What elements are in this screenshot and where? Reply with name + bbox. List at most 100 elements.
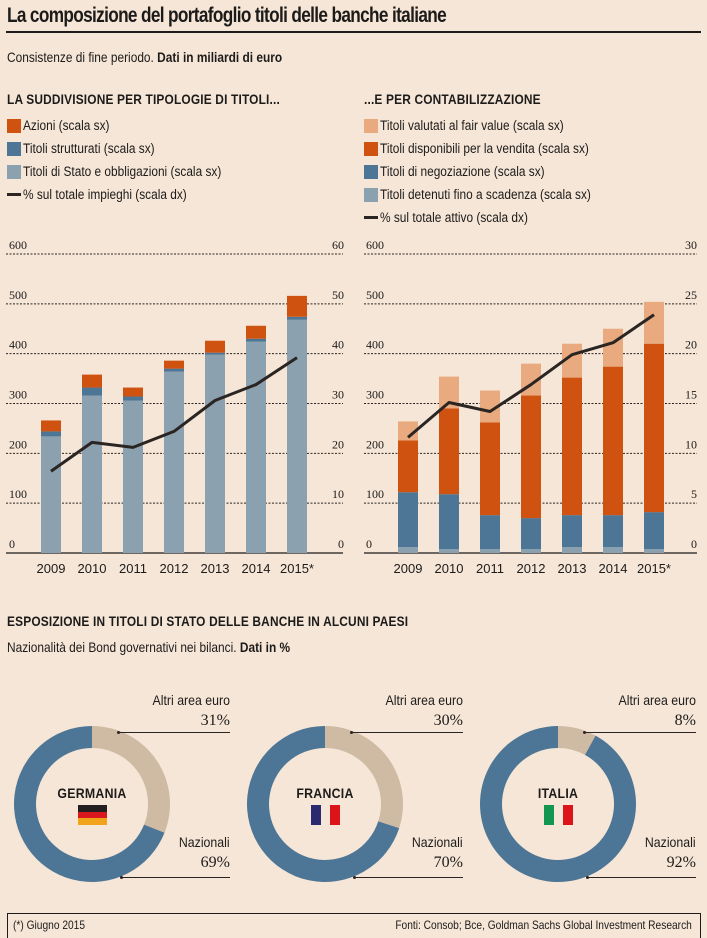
nazionali-label: Nazionali bbox=[412, 834, 463, 850]
bar-negoziazione bbox=[562, 515, 582, 548]
y-tick-right: 0 bbox=[338, 537, 344, 551]
flag-stripe bbox=[78, 818, 107, 826]
y-tick-right: 30 bbox=[685, 238, 697, 252]
y-tick-right: 20 bbox=[685, 338, 697, 352]
legend-line-swatch bbox=[364, 216, 378, 219]
bar-negoziazione bbox=[480, 515, 500, 550]
bar-stato bbox=[246, 341, 266, 553]
y-tick-left: 600 bbox=[9, 238, 27, 252]
flag-italy bbox=[544, 805, 574, 825]
bar-strutturati bbox=[205, 352, 225, 355]
legend-item-line: % sul totale attivo (scala dx) bbox=[364, 206, 620, 229]
y-tick-left: 300 bbox=[9, 388, 27, 402]
bar-fair_value bbox=[480, 390, 500, 423]
flag-stripe bbox=[78, 811, 107, 819]
legend-label: % sul totale impieghi (scala dx) bbox=[23, 187, 187, 202]
legend-label: Titoli strutturati (scala sx) bbox=[23, 141, 155, 156]
flag-stripe bbox=[544, 805, 554, 825]
sources: Fonti: Consob; Bce, Goldman Sachs Global… bbox=[395, 918, 692, 932]
leader-dot bbox=[353, 876, 356, 879]
bar-fair_value bbox=[439, 376, 459, 409]
bar-disponibili bbox=[562, 377, 582, 516]
legend-item-negoziazione: Titoli di negoziazione (scala sx) bbox=[364, 160, 620, 183]
legend-label: Azioni (scala sx) bbox=[23, 118, 110, 133]
nazionali-pct: 70% bbox=[433, 854, 463, 871]
y-tick-left: 0 bbox=[366, 537, 372, 551]
legend-swatch-strutturati bbox=[7, 141, 21, 156]
x-tick-label: 2012 bbox=[160, 561, 189, 576]
x-tick-label: 2015* bbox=[280, 561, 314, 576]
bar-disponibili bbox=[398, 440, 418, 493]
bar-fair_value bbox=[644, 301, 664, 344]
bar-scadenza bbox=[521, 549, 541, 553]
y-tick-right: 20 bbox=[332, 437, 344, 451]
leader-dot bbox=[350, 731, 353, 734]
bar-negoziazione bbox=[603, 515, 623, 548]
page-title: La composizione del portafoglio titoli d… bbox=[7, 4, 447, 27]
subtitle-bold: Dati in miliardi di euro bbox=[157, 49, 283, 65]
y-tick-right: 60 bbox=[332, 238, 344, 252]
altri-leader bbox=[351, 732, 463, 733]
y-tick-left: 200 bbox=[9, 437, 27, 451]
bar-negoziazione bbox=[398, 492, 418, 548]
legend-label: Titoli disponibili per la vendita (scala… bbox=[380, 141, 589, 156]
altri-label: Altri area euro bbox=[152, 692, 230, 708]
bar-stato bbox=[205, 354, 225, 553]
leader-dot bbox=[583, 731, 586, 734]
legend-label: Titoli di negoziazione (scala sx) bbox=[380, 164, 545, 179]
country-label: ITALIA bbox=[537, 785, 579, 801]
y-tick-right: 5 bbox=[691, 487, 697, 501]
legend-label: Titoli detenuti fino a scadenza (scala s… bbox=[380, 187, 591, 202]
y-tick-left: 0 bbox=[9, 537, 15, 551]
legend-label: Titoli di Stato e obbligazioni (scala sx… bbox=[23, 164, 222, 179]
y-tick-right: 30 bbox=[332, 388, 344, 402]
bar-strutturati bbox=[123, 396, 143, 401]
bar-azioni bbox=[246, 325, 266, 339]
legend-swatch-azioni bbox=[7, 118, 21, 133]
bar-disponibili bbox=[644, 343, 664, 513]
legend-item-stato: Titoli di Stato e obbligazioni (scala sx… bbox=[7, 160, 248, 183]
bar-strutturati bbox=[164, 368, 184, 372]
chart-left: 0 0 100 10 200 20 300 30 400 40 500 50 600 60 2009 2010… bbox=[6, 238, 344, 576]
bar-azioni bbox=[164, 360, 184, 369]
y-tick-right: 0 bbox=[691, 537, 697, 551]
donut-slice-altri bbox=[558, 726, 596, 755]
bar-azioni bbox=[82, 374, 102, 388]
flag-stripe bbox=[563, 805, 574, 825]
flag-stripe bbox=[330, 805, 341, 825]
legend-swatch-fair_value bbox=[364, 118, 378, 133]
altri-label: Altri area euro bbox=[385, 692, 463, 708]
bar-stato bbox=[41, 436, 61, 553]
y-tick-left: 300 bbox=[366, 388, 384, 402]
donut-section-title: ESPOSIZIONE IN TITOLI DI STATO DELLE BAN… bbox=[7, 613, 409, 629]
footnote: (*) Giugno 2015 bbox=[13, 918, 86, 932]
nazionali-label: Nazionali bbox=[179, 834, 230, 850]
chart-right-legend: Titoli valutati al fair value (scala sx)… bbox=[364, 114, 620, 229]
y-tick-left: 400 bbox=[366, 338, 384, 352]
x-tick-label: 2013 bbox=[558, 561, 587, 576]
x-tick-label: 2010 bbox=[435, 561, 464, 576]
bar-stato bbox=[82, 395, 102, 553]
x-tick-label: 2014 bbox=[242, 561, 271, 576]
bar-negoziazione bbox=[644, 512, 664, 550]
subtitle-plain: Consistenze di fine periodo. bbox=[7, 49, 158, 65]
line-series bbox=[50, 356, 298, 473]
bar-disponibili bbox=[439, 408, 459, 495]
bar-stato bbox=[287, 319, 307, 553]
altri-leader bbox=[118, 732, 230, 733]
altri-pct: 8% bbox=[674, 712, 696, 729]
nazionali-pct: 69% bbox=[200, 854, 230, 871]
legend-swatch-disponibili bbox=[364, 141, 378, 156]
bar-negoziazione bbox=[521, 518, 541, 550]
x-tick-label: 2011 bbox=[476, 561, 504, 576]
x-tick-label: 2009 bbox=[394, 561, 423, 576]
bar-disponibili bbox=[521, 395, 541, 519]
y-tick-right: 10 bbox=[332, 487, 344, 501]
nazionali-leader bbox=[587, 877, 696, 878]
donut-subtitle-bold: Dati in % bbox=[239, 639, 291, 655]
donut-slice-nazionali bbox=[14, 726, 165, 883]
bar-azioni bbox=[41, 420, 61, 432]
legend-label: Titoli valutati al fair value (scala sx) bbox=[380, 118, 564, 133]
flag-france bbox=[311, 805, 341, 825]
y-tick-right: 15 bbox=[685, 388, 697, 402]
